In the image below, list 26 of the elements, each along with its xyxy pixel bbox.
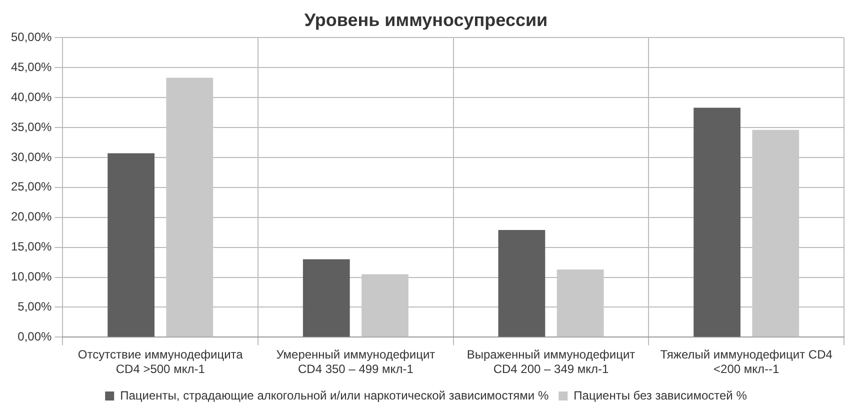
bar bbox=[498, 230, 546, 337]
y-tick-label: 25,00% bbox=[10, 180, 52, 194]
bar bbox=[362, 274, 408, 337]
x-tick-label: Умеренный иммунодефицит CD4 350 – 499 мкл-1 bbox=[276, 348, 436, 376]
y-tick-label: 35,00% bbox=[10, 120, 52, 134]
y-tick-label: 40,00% bbox=[10, 90, 52, 104]
x-tick-label: Отсутствие иммунодефицита CD4 >500 мкл-1 bbox=[78, 348, 244, 376]
x-tick-label: Тяжелый иммунодефицит CD4 <200 мкл--1 bbox=[660, 348, 833, 376]
y-tick-label: 50,00% bbox=[10, 30, 52, 44]
chart-title: Уровень иммуносупрессии bbox=[304, 10, 548, 30]
bar bbox=[694, 108, 740, 337]
x-tick-label: Выраженный иммунодефицит CD4 200 – 349 мкл-1 bbox=[466, 348, 636, 376]
y-tick-label: 45,00% bbox=[10, 60, 52, 74]
bar bbox=[302, 259, 350, 337]
bar bbox=[752, 130, 800, 337]
y-tick-label: 15,00% bbox=[10, 240, 52, 254]
legend-label: Пациенты без зависимостей % bbox=[574, 388, 748, 402]
bar bbox=[166, 78, 214, 337]
y-tick-label: 10,00% bbox=[10, 270, 52, 284]
y-tick-label: 30,00% bbox=[10, 150, 52, 164]
bar bbox=[556, 269, 604, 337]
y-tick-label: 0,00% bbox=[18, 330, 52, 344]
y-tick-label: 20,00% bbox=[10, 210, 52, 224]
bar bbox=[108, 153, 154, 337]
legend-label: Пациенты, страдающие алкогольной и/или наркотической зависимостями % bbox=[120, 388, 549, 402]
y-tick-label: 5,00% bbox=[18, 300, 52, 314]
